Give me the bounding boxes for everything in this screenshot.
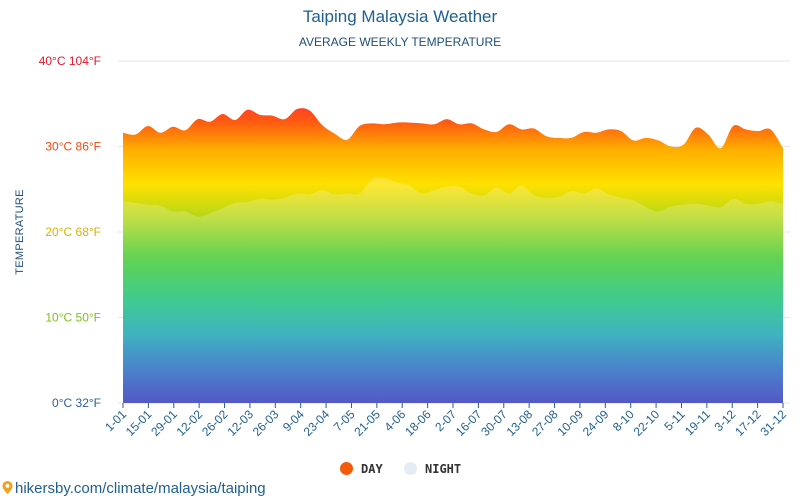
x-tick-label: 18-06: [402, 407, 434, 439]
y-tick-label: 20°C 68°F: [45, 225, 101, 239]
day-temperature-area: [123, 108, 783, 403]
legend-item-day[interactable]: DAY: [340, 462, 383, 476]
x-tick-label: 30-07: [478, 407, 510, 439]
x-tick-label: 17-12: [732, 407, 764, 439]
location-pin-icon: [2, 481, 13, 494]
legend-label-night: NIGHT: [425, 462, 462, 476]
legend-dot-day: [340, 462, 353, 475]
x-tick-label: 10-09: [554, 407, 586, 439]
x-tick-label: 22-10: [631, 407, 663, 439]
x-tick-label: 16-07: [453, 407, 485, 439]
x-tick-label: 13-08: [504, 407, 536, 439]
y-tick-label: 0°C 32°F: [52, 396, 101, 410]
x-tick-label: 29-01: [148, 407, 180, 439]
x-tick-label: 31-12: [758, 407, 790, 439]
x-tick-label: 27-08: [529, 407, 561, 439]
x-axis-ticks: 1-0115-0129-0112-0226-0212-0326-039-0423…: [102, 403, 789, 439]
x-tick-label: 26-03: [250, 407, 282, 439]
legend-item-night[interactable]: NIGHT: [404, 462, 461, 476]
y-tick-label: 40°C 104°F: [39, 54, 101, 68]
legend-label-day: DAY: [361, 462, 383, 476]
x-tick-label: 19-11: [682, 407, 713, 438]
y-tick-label: 30°C 86°F: [45, 140, 101, 154]
x-tick-label: 12-02: [174, 407, 206, 439]
x-tick-label: 15-01: [123, 407, 155, 439]
x-tick-label: 24-09: [580, 407, 612, 439]
x-tick-label: 23-04: [301, 407, 333, 439]
chart-subtitle: AVERAGE WEEKLY TEMPERATURE: [298, 35, 502, 49]
night-temperature-area: [123, 177, 783, 403]
source-link-text: hikersby.com/climate/malaysia/taiping: [15, 480, 266, 497]
chart-title: Taiping Malaysia Weather: [302, 7, 498, 26]
legend-dot-night: [404, 462, 417, 475]
x-tick-label: 26-02: [199, 407, 231, 439]
x-tick-label: 12-03: [224, 407, 256, 439]
y-axis-ticks: 0°C 32°F 10°C 50°F 20°C 68°F 30°C 86°F 40°C …: [39, 54, 101, 410]
x-tick-label: 21-05: [351, 407, 383, 439]
y-tick-label: 10°C 50°F: [45, 311, 101, 325]
source-link[interactable]: hikersby.com/climate/malaysia/taiping: [2, 480, 266, 497]
